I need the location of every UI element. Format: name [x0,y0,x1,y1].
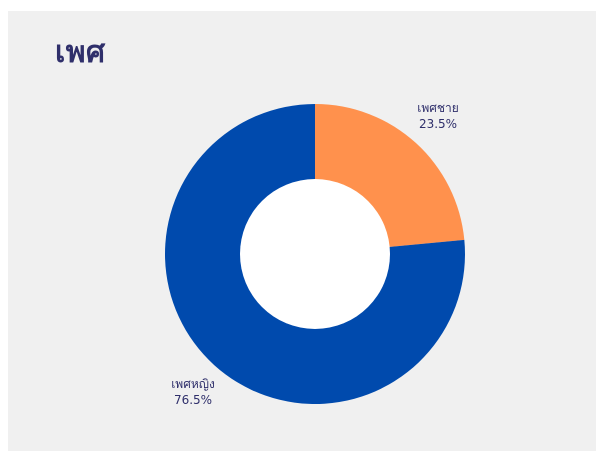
slice-value-label-2: 76.5% [174,393,212,407]
slice-label-2: เพศหญิง [171,377,215,391]
donut-hole [240,179,390,329]
slice-value-label-1: 23.5% [419,117,457,131]
slice-labels: เพศชาย 23.5% เพศหญิง 76.5% [171,101,459,407]
chart-title: เพศ [55,35,106,70]
slice-label-1: เพศชาย [417,101,459,115]
